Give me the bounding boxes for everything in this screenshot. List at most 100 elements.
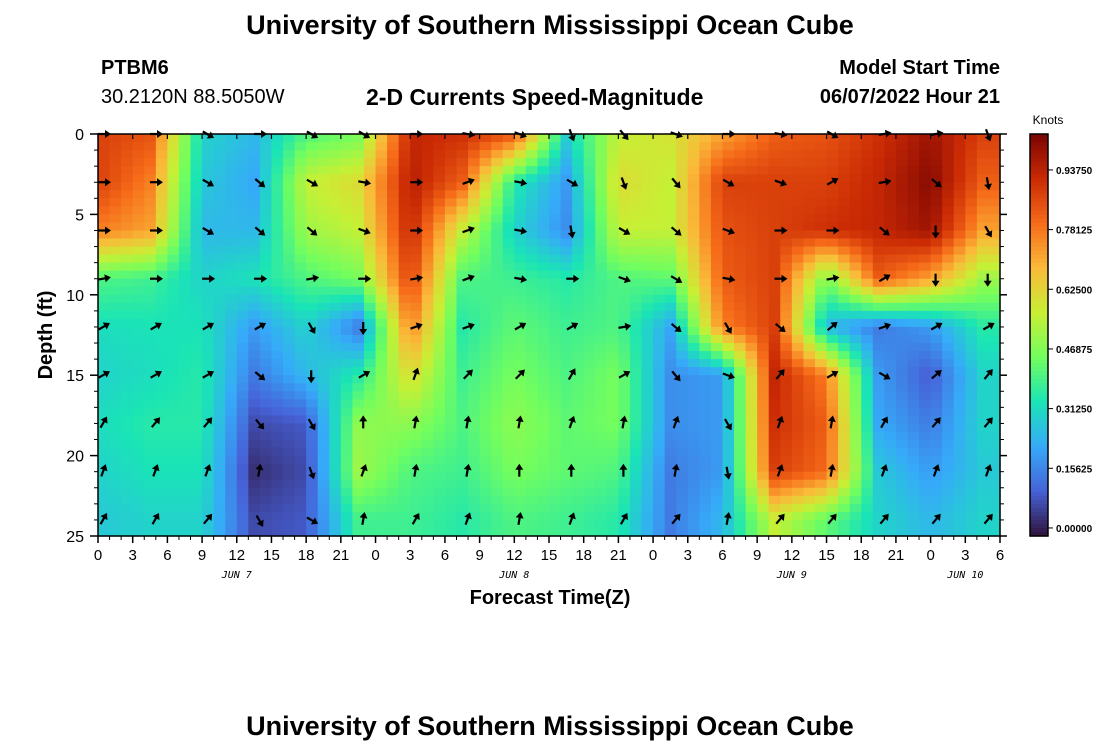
heatmap-cell: [456, 495, 469, 505]
heatmap-cell: [838, 302, 851, 312]
heatmap-cell: [329, 294, 342, 304]
heatmap-cell: [988, 182, 1001, 191]
heatmap-cell: [444, 439, 458, 449]
heatmap-cell: [294, 471, 307, 481]
heatmap-cell: [583, 511, 596, 521]
heatmap-cell: [572, 166, 585, 175]
heatmap-cell: [444, 134, 458, 143]
heatmap-cell: [618, 527, 631, 537]
current-arrows: [97, 128, 995, 527]
heatmap-cell: [895, 238, 909, 248]
heatmap-cell: [491, 318, 504, 328]
heatmap-cell: [734, 214, 747, 224]
heatmap-cell: [167, 495, 180, 505]
heatmap-cell: [780, 158, 793, 167]
heatmap-cell: [838, 166, 851, 175]
footer-title: University of Southern Mississippi Ocean…: [246, 711, 854, 741]
heatmap-cell: [537, 158, 550, 167]
heatmap-cell: [329, 375, 342, 384]
heatmap-cell: [942, 182, 955, 191]
current-arrow: [514, 226, 528, 235]
heatmap-cell: [410, 527, 423, 537]
heatmap-cell: [444, 455, 458, 465]
heatmap-cell: [780, 174, 793, 183]
heatmap-cell: [734, 343, 747, 352]
colorbar-segment: [1030, 531, 1048, 537]
heatmap-cell: [271, 326, 284, 336]
heatmap-cell: [976, 158, 990, 167]
heatmap-cell: [838, 230, 851, 240]
heatmap-cell: [340, 343, 354, 352]
heatmap-cell: [352, 222, 365, 232]
current-arrow: [515, 463, 524, 477]
heatmap-cell: [537, 527, 550, 537]
heatmap-cell: [872, 487, 885, 497]
heatmap-cell: [190, 174, 203, 183]
heatmap-cell: [757, 230, 770, 240]
heatmap-cell: [525, 431, 539, 441]
heatmap-cell: [976, 294, 990, 304]
heatmap-cell: [676, 318, 689, 328]
heatmap-cell: [849, 134, 862, 143]
heatmap-cell: [444, 198, 458, 207]
heatmap-cell: [537, 142, 550, 151]
heatmap-cell: [433, 359, 446, 368]
heatmap-cell: [352, 511, 365, 521]
heatmap-cell: [907, 447, 920, 457]
heatmap-cell: [444, 190, 458, 199]
colorbar-segment: [1030, 355, 1048, 360]
heatmap-cell: [190, 519, 203, 529]
heatmap-cell: [144, 519, 157, 529]
heatmap-cell: [491, 503, 504, 513]
heatmap-cell: [872, 455, 885, 465]
heatmap-cell: [768, 487, 781, 497]
heatmap-cell: [317, 254, 330, 264]
heatmap-cell: [676, 487, 689, 497]
heatmap-cell: [838, 423, 851, 433]
heatmap-cell: [976, 391, 990, 400]
heatmap-cell: [178, 391, 192, 400]
heatmap-cell: [491, 367, 504, 376]
heatmap-cell: [433, 495, 446, 505]
heatmap-cell: [340, 302, 354, 312]
colorbar-tick-label: 0.78125: [1056, 226, 1093, 237]
heatmap-cell: [803, 335, 816, 344]
colorbar-segment: [1030, 142, 1048, 147]
heatmap-cell: [618, 166, 631, 175]
station-coords: 30.2120N 88.5050W: [101, 86, 285, 108]
heatmap-cell: [398, 415, 411, 425]
current-arrow: [826, 177, 839, 186]
heatmap-cell: [306, 335, 319, 344]
colorbar-segment: [1030, 174, 1048, 179]
heatmap-cell: [838, 134, 851, 143]
heatmap-cell: [259, 391, 273, 400]
heatmap-cell: [213, 503, 226, 513]
current-arrow: [566, 322, 579, 331]
heatmap-cell: [664, 278, 677, 288]
heatmap-cell: [537, 407, 550, 416]
heatmap-cell: [306, 318, 319, 328]
heatmap-cell: [121, 238, 134, 248]
heatmap-cell: [942, 527, 955, 537]
heatmap-cell: [687, 351, 700, 360]
heatmap-cell: [213, 238, 226, 248]
heatmap-cell: [826, 351, 839, 360]
heatmap-cell: [838, 335, 851, 344]
heatmap-cell: [121, 495, 134, 505]
heatmap-cell: [549, 326, 562, 336]
heatmap-cell: [144, 335, 157, 344]
heatmap-cell: [283, 519, 296, 529]
heatmap-cell: [780, 511, 793, 521]
colorbar-segment: [1030, 495, 1048, 501]
heatmap-cell: [167, 134, 180, 143]
heatmap-cell: [803, 318, 816, 328]
heatmap-cell: [907, 391, 920, 400]
heatmap-cell: [791, 214, 805, 224]
current-arrow: [670, 322, 682, 333]
heatmap-cell: [121, 423, 134, 433]
heatmap-cell: [525, 310, 539, 320]
heatmap-cell: [895, 286, 909, 296]
heatmap-cell: [259, 158, 273, 167]
heatmap-cell: [363, 294, 377, 304]
heatmap-cell: [502, 399, 515, 408]
